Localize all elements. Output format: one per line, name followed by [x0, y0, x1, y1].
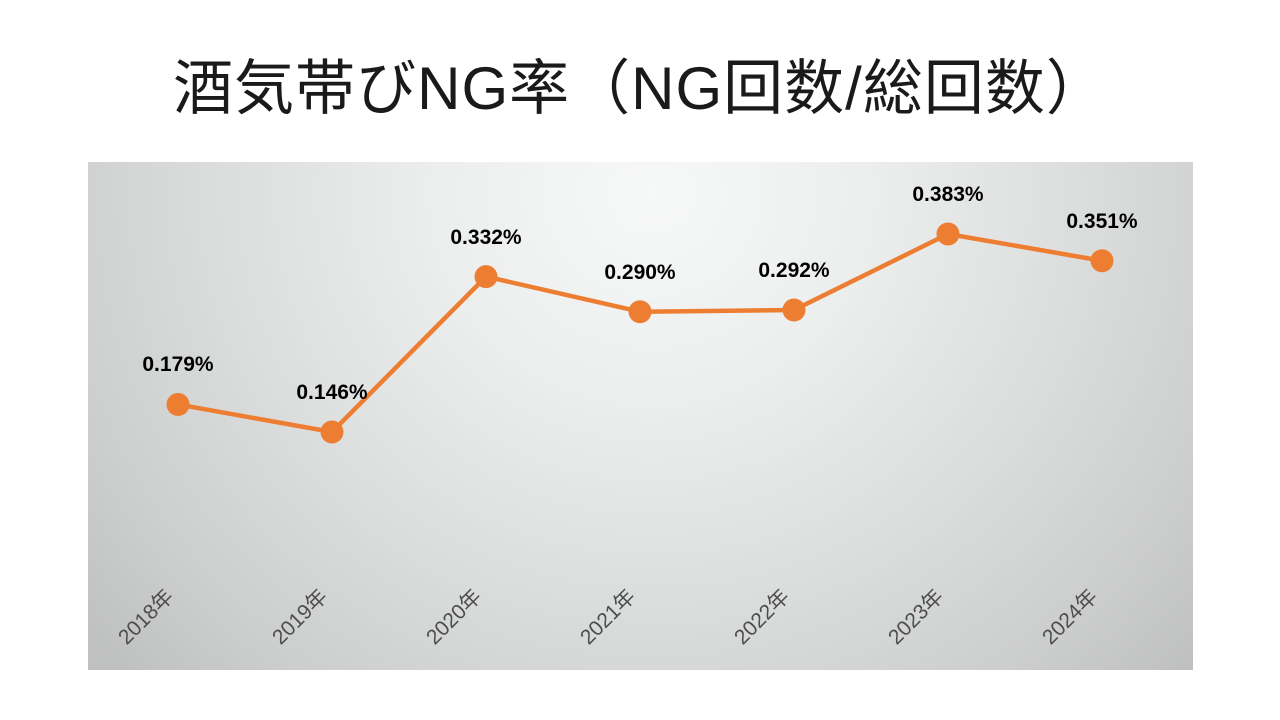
data-point-marker-2021年: [628, 300, 652, 324]
data-point-marker-2022年: [782, 298, 806, 322]
data-point-marker-2018年: [166, 392, 190, 416]
data-point-marker-2019年: [320, 420, 344, 444]
chart-title: 酒気帯びNG率（NG回数/総回数）: [173, 55, 1107, 122]
data-label: 0.332%: [450, 225, 522, 249]
data-label: 0.351%: [1066, 209, 1138, 233]
data-point-marker-2024年: [1090, 249, 1114, 273]
data-label: 0.290%: [604, 260, 676, 284]
data-point-marker-2023年: [936, 222, 960, 246]
plot-area: 0.179% 0.146% 0.332% 0.290% 0.292% 0.383% 0.35…: [88, 162, 1193, 670]
line-chart-canvas: [166, 222, 1114, 444]
data-label: 0.179%: [142, 353, 214, 377]
data-label: 0.383%: [912, 183, 984, 206]
data-label: 0.292%: [758, 259, 830, 283]
data-point-marker-2020年: [474, 265, 498, 289]
data-label: 0.146%: [296, 381, 368, 405]
